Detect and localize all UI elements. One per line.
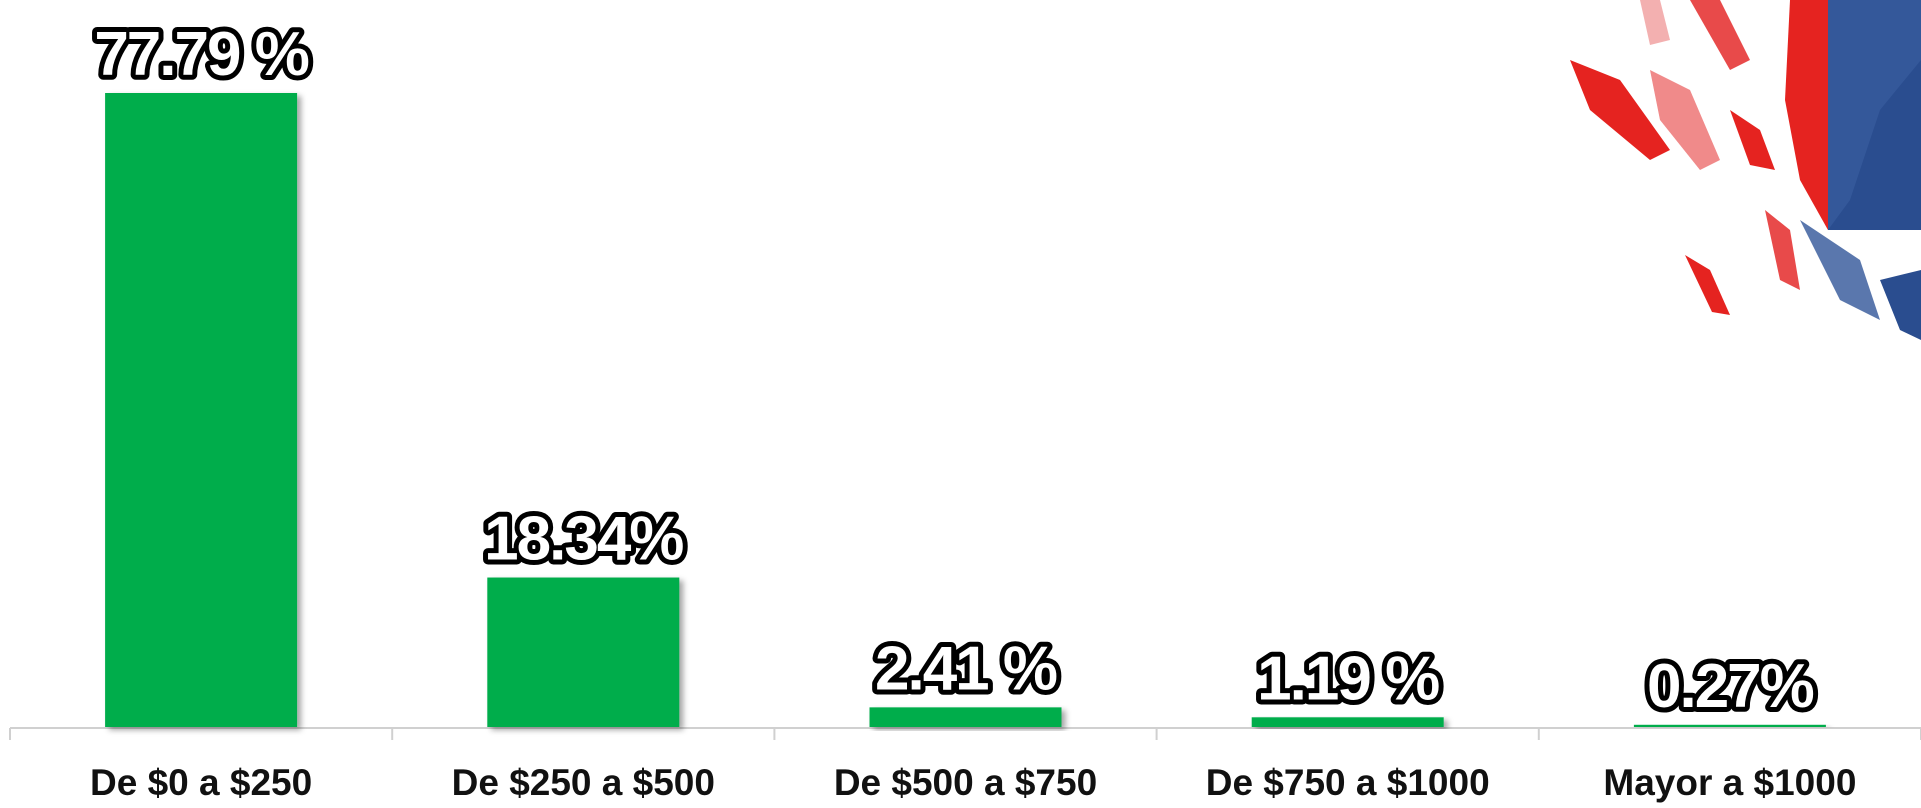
data-label: 77.79 % bbox=[94, 20, 308, 89]
bar bbox=[487, 577, 680, 727]
bar bbox=[1251, 717, 1444, 727]
data-label: 18.34% bbox=[484, 505, 683, 574]
data-label: 2.41 % bbox=[875, 634, 1057, 703]
flag-decoration bbox=[1570, 0, 1921, 340]
x-tick-label: Mayor a $1000 bbox=[1603, 762, 1856, 803]
x-tick-label: De $0 a $250 bbox=[90, 762, 312, 803]
x-tick-label: De $250 a $500 bbox=[452, 762, 715, 803]
bar bbox=[869, 707, 1062, 727]
x-tick-label: De $750 a $1000 bbox=[1206, 762, 1490, 803]
data-label: 0.27% bbox=[1647, 652, 1814, 721]
bar bbox=[1633, 724, 1826, 727]
x-tick-label: De $500 a $750 bbox=[834, 762, 1097, 803]
data-label: 1.19 % bbox=[1257, 644, 1439, 713]
bar bbox=[105, 93, 298, 727]
